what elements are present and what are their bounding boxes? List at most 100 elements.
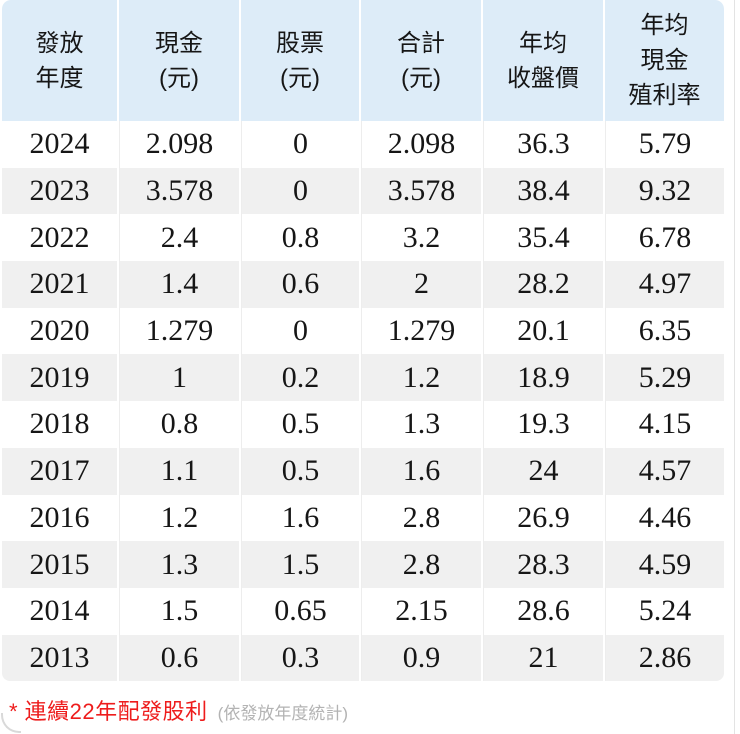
cell-year: 2013 xyxy=(2,634,117,682)
cell-stock: 0.5 xyxy=(241,447,359,495)
cell-avg-close: 20.1 xyxy=(483,307,603,355)
table-row: 2020 1.279 0 1.279 20.1 6.35 xyxy=(2,307,724,355)
cell-avg-close: 28.3 xyxy=(483,541,603,588)
cell-year: 2024 xyxy=(2,121,117,168)
header-cell-issue-year: 發放 年度 xyxy=(2,0,117,121)
cell-avg-yield: 4.59 xyxy=(605,541,724,588)
cell-year: 2020 xyxy=(2,307,117,355)
cell-avg-close: 35.4 xyxy=(483,214,603,262)
cell-total: 3.578 xyxy=(361,167,481,215)
cell-stock: 0 xyxy=(241,167,359,215)
header-line: 合計 xyxy=(397,29,445,57)
header-line: 年均 xyxy=(640,12,689,39)
cell-avg-close: 28.2 xyxy=(483,261,603,308)
cell-avg-close: 36.3 xyxy=(483,121,603,168)
header-cell-stock: 股票 (元) xyxy=(241,0,359,121)
cell-year: 2022 xyxy=(2,214,117,262)
cell-year: 2015 xyxy=(2,541,117,588)
cell-stock: 0.3 xyxy=(241,634,359,682)
cell-stock: 0 xyxy=(241,307,359,355)
table-row: 2019 1 0.2 1.2 18.9 5.29 xyxy=(2,354,724,402)
table-row: 2013 0.6 0.3 0.9 21 2.86 xyxy=(2,634,724,682)
table-header: 發放 年度 現金 (元) 股票 (元) 合計 (元) 年均 收盤價 xyxy=(2,0,724,121)
cell-cash: 1.279 xyxy=(119,307,239,355)
cell-year: 2021 xyxy=(2,261,117,308)
cell-year: 2017 xyxy=(2,447,117,495)
cell-total: 0.9 xyxy=(361,634,481,682)
table-row: 2016 1.2 1.6 2.8 26.9 4.46 xyxy=(2,494,724,542)
cell-cash: 2.098 xyxy=(119,121,239,168)
table-row: 2018 0.8 0.5 1.3 19.3 4.15 xyxy=(2,401,724,448)
cell-total: 1.279 xyxy=(361,307,481,355)
table-row: 2023 3.578 0 3.578 38.4 9.32 xyxy=(2,167,724,215)
header-line: 現金 xyxy=(155,29,203,57)
cell-stock: 0.5 xyxy=(241,401,359,448)
table-row: 2017 1.1 0.5 1.6 24 4.57 xyxy=(2,447,724,495)
table-row: 2024 2.098 0 2.098 36.3 5.79 xyxy=(2,121,724,168)
cell-stock: 0.6 xyxy=(241,261,359,308)
cell-avg-close: 24 xyxy=(483,447,603,495)
cell-avg-close: 18.9 xyxy=(483,354,603,402)
cell-cash: 1.3 xyxy=(119,541,239,588)
cell-cash: 1 xyxy=(119,354,239,402)
cell-stock: 1.5 xyxy=(241,541,359,588)
cell-avg-yield: 5.24 xyxy=(605,587,724,635)
table-row: 2014 1.5 0.65 2.15 28.6 5.24 xyxy=(2,587,724,635)
cell-stock: 0.8 xyxy=(241,214,359,262)
cell-total: 2 xyxy=(361,261,481,308)
header-line: 殖利率 xyxy=(628,82,701,109)
cell-total: 1.2 xyxy=(361,354,481,402)
cell-avg-yield: 4.15 xyxy=(605,401,724,448)
cell-cash: 1.2 xyxy=(119,494,239,542)
header-line: (元) xyxy=(159,64,199,92)
cell-total: 2.8 xyxy=(361,541,481,588)
table-row: 2021 1.4 0.6 2 28.2 4.97 xyxy=(2,261,724,308)
cell-avg-yield: 2.86 xyxy=(605,634,724,682)
table-row: 2022 2.4 0.8 3.2 35.4 6.78 xyxy=(2,214,724,262)
header-row: 發放 年度 現金 (元) 股票 (元) 合計 (元) 年均 收盤價 xyxy=(2,0,724,121)
cell-avg-close: 26.9 xyxy=(483,494,603,542)
card-corner-arc xyxy=(1,713,21,733)
table-row: 2015 1.3 1.5 2.8 28.3 4.59 xyxy=(2,541,724,588)
cell-cash: 2.4 xyxy=(119,214,239,262)
cell-year: 2016 xyxy=(2,494,117,542)
table-body: 2024 2.098 0 2.098 36.3 5.79 2023 3.578 … xyxy=(2,121,724,682)
cell-avg-yield: 6.35 xyxy=(605,307,724,355)
header-line: (元) xyxy=(280,64,320,92)
cell-total: 1.6 xyxy=(361,447,481,495)
header-line: 現金 xyxy=(640,47,689,74)
cell-stock: 1.6 xyxy=(241,494,359,542)
header-line: 收盤價 xyxy=(507,64,579,92)
cell-avg-close: 19.3 xyxy=(483,401,603,448)
cell-avg-yield: 4.97 xyxy=(605,261,724,308)
cell-cash: 3.578 xyxy=(119,167,239,215)
cell-avg-yield: 6.78 xyxy=(605,214,724,262)
cell-cash: 0.6 xyxy=(119,634,239,682)
cell-year: 2018 xyxy=(2,401,117,448)
header-line: (元) xyxy=(401,64,441,92)
cell-stock: 0 xyxy=(241,121,359,168)
cell-total: 2.15 xyxy=(361,587,481,635)
cell-total: 1.3 xyxy=(361,401,481,448)
cell-avg-yield: 5.79 xyxy=(605,121,724,168)
header-line: 發放 xyxy=(35,29,84,57)
cell-total: 3.2 xyxy=(361,214,481,262)
cell-avg-yield: 9.32 xyxy=(605,167,724,215)
cell-avg-yield: 5.29 xyxy=(605,354,724,402)
cell-stock: 0.2 xyxy=(241,354,359,402)
cell-total: 2.8 xyxy=(361,494,481,542)
cell-avg-close: 28.6 xyxy=(483,587,603,635)
cell-avg-yield: 4.46 xyxy=(605,494,724,542)
cell-year: 2014 xyxy=(2,587,117,635)
footnote-note: (依發放年度統計) xyxy=(217,704,348,724)
cell-avg-close: 38.4 xyxy=(483,167,603,215)
cell-cash: 1.5 xyxy=(119,587,239,635)
cell-avg-close: 21 xyxy=(483,634,603,682)
cell-avg-yield: 4.57 xyxy=(605,447,724,495)
header-cell-total: 合計 (元) xyxy=(361,0,481,121)
footnote: * 連續22年配發股利 (依發放年度統計) xyxy=(0,694,740,726)
header-cell-avg-close: 年均 收盤價 xyxy=(483,0,603,121)
card-edge-line xyxy=(734,0,735,734)
cell-year: 2019 xyxy=(2,354,117,402)
